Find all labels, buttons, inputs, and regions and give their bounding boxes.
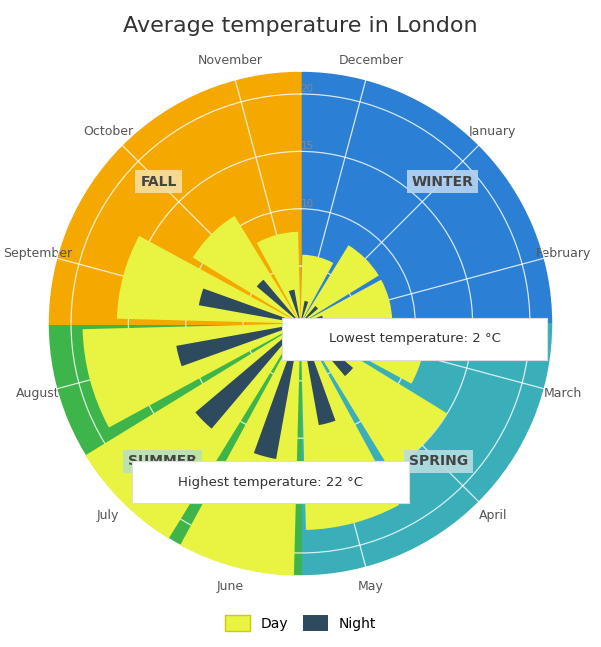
Text: SPRING: SPRING xyxy=(409,454,468,468)
Bar xyxy=(117,236,300,324)
Bar xyxy=(300,324,335,425)
Bar xyxy=(180,324,300,576)
Text: Average temperature in London: Average temperature in London xyxy=(123,16,478,36)
Bar xyxy=(82,324,300,428)
Text: Lowest temperature: 2 °C: Lowest temperature: 2 °C xyxy=(329,332,501,345)
Bar xyxy=(257,280,300,324)
Bar xyxy=(300,324,447,470)
Bar xyxy=(193,216,300,324)
Text: Highest temperature: 22 °C: Highest temperature: 22 °C xyxy=(178,476,363,489)
Bar xyxy=(176,324,300,366)
Bar xyxy=(300,324,353,376)
Bar xyxy=(300,306,318,324)
Bar xyxy=(199,289,300,324)
Bar xyxy=(85,324,300,539)
Bar xyxy=(300,316,323,324)
Bar xyxy=(300,324,427,384)
Text: WINTER: WINTER xyxy=(412,175,474,188)
Legend: Day, Night: Day, Night xyxy=(219,609,382,637)
Bar xyxy=(300,301,308,324)
Text: SUMMER: SUMMER xyxy=(128,454,197,468)
Text: FALL: FALL xyxy=(140,175,177,188)
Bar xyxy=(300,324,346,339)
Bar xyxy=(300,280,392,324)
Bar xyxy=(300,324,399,530)
Bar xyxy=(300,255,334,324)
Bar xyxy=(195,324,300,429)
Bar xyxy=(254,324,300,459)
Bar xyxy=(289,290,300,324)
Bar xyxy=(300,245,379,324)
Bar xyxy=(257,232,300,324)
